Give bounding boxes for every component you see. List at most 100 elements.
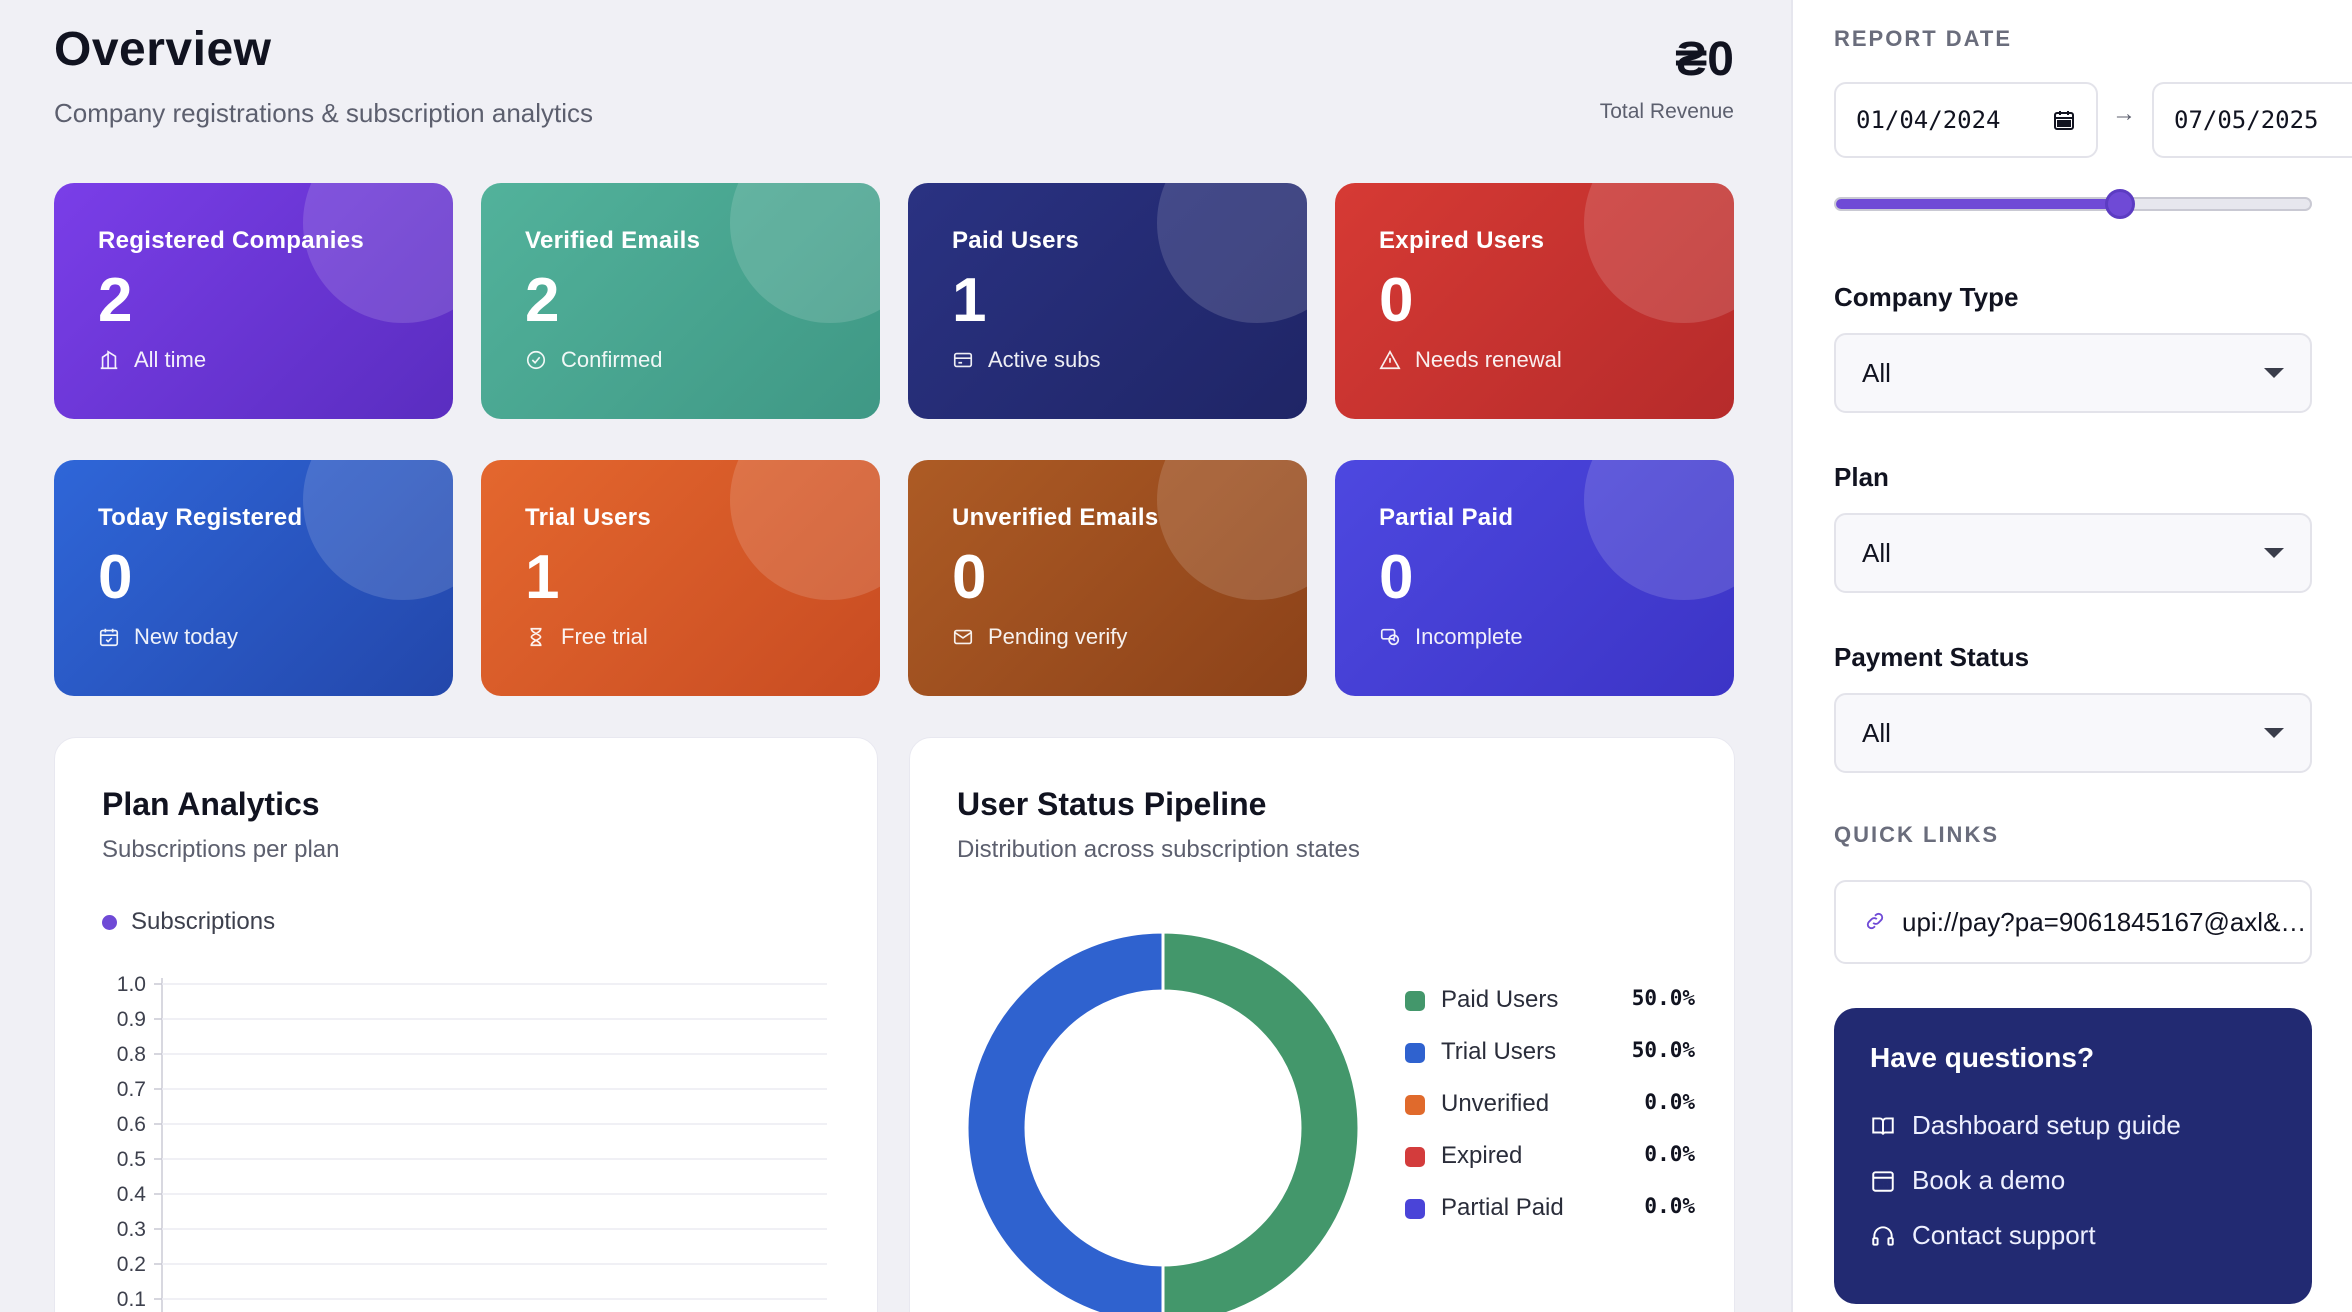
card-trial-users[interactable]: Trial Users 1 Free trial xyxy=(481,460,880,696)
legend-label: Trial Users xyxy=(1441,1038,1557,1065)
card-partial-paid[interactable]: Partial Paid 0 Incomplete xyxy=(1335,460,1734,696)
card-sub-text: Active subs xyxy=(988,347,1101,372)
y-tick-label: 0.7 xyxy=(117,1078,146,1101)
donut-slice-paid-users[interactable] xyxy=(1161,930,1361,1312)
legend-row-unverified: Unverified 0.0% xyxy=(1405,1086,1695,1138)
donut-slice-trial-users[interactable] xyxy=(965,930,1165,1312)
chevron-down-icon xyxy=(2264,548,2284,558)
plan-select[interactable]: All xyxy=(1834,513,2312,593)
card-sub: Incomplete xyxy=(1379,624,1523,650)
headset-icon xyxy=(1872,1225,1894,1246)
payment-status-select[interactable]: All xyxy=(1834,693,2312,773)
date-to-input[interactable]: 07/05/2025 xyxy=(2152,82,2352,158)
hourglass-icon xyxy=(530,627,542,647)
card-expired-users[interactable]: Expired Users 0 Needs renewal xyxy=(1335,183,1734,419)
user-status-pipeline-panel: User Status Pipeline Distribution across… xyxy=(909,737,1735,1312)
legend-label: Unverified xyxy=(1441,1090,1550,1117)
payment-status-label: Payment Status xyxy=(1834,642,2030,672)
y-tick-label: 0.6 xyxy=(117,1113,146,1136)
clock-money-icon xyxy=(1380,628,1400,646)
quick-link-text: upi://pay?pa=9061845167@axl&pn=Company&c… xyxy=(1902,907,2310,937)
chart-legend: Subscriptions xyxy=(102,908,275,936)
card-today-registered[interactable]: Today Registered 0 New today xyxy=(54,460,453,696)
payment-status-value: All xyxy=(1862,718,1891,748)
card-decoration xyxy=(730,460,880,600)
date-range-slider[interactable] xyxy=(1834,189,2312,219)
card-registered-companies[interactable]: Registered Companies 2 All time xyxy=(54,183,453,419)
legend-row-trial-users: Trial Users 50.0% xyxy=(1405,1034,1695,1086)
calendar-check-icon xyxy=(99,628,119,647)
company-type-value: All xyxy=(1862,358,1891,388)
card-sub-text: Pending verify xyxy=(988,624,1128,649)
y-tick-label: 0.9 xyxy=(117,1008,146,1031)
legend-percent: 50.0% xyxy=(1631,1038,1695,1062)
card-label: Today Registered xyxy=(98,504,303,531)
plan-label: Plan xyxy=(1834,462,1889,492)
chevron-down-icon xyxy=(2264,728,2284,738)
card-value: 2 xyxy=(525,266,560,335)
legend-percent: 50.0% xyxy=(1631,986,1695,1010)
plan-bar-chart: 1.0 0.9 0.8 0.7 0.6 0.5 0.4 0.3 0.2 0.1 xyxy=(117,973,827,1312)
date-to-value: 07/05/2025 xyxy=(2174,106,2319,134)
legend-label: Expired xyxy=(1441,1142,1523,1169)
page-title: Overview xyxy=(54,23,272,76)
card-sub: All time xyxy=(98,347,206,373)
card-value: 0 xyxy=(952,543,987,612)
card-value: 0 xyxy=(1379,543,1414,612)
card-decoration xyxy=(303,460,453,600)
help-title: Have questions? xyxy=(1870,1042,2095,1073)
legend-percent: 0.0% xyxy=(1644,1090,1695,1114)
card-sub-text: New today xyxy=(134,624,238,649)
book-icon xyxy=(1872,1116,1894,1135)
help-link-label: Book a demo xyxy=(1912,1165,2066,1195)
card-value: 0 xyxy=(1379,266,1414,335)
y-tick-label: 0.8 xyxy=(117,1043,146,1066)
total-revenue-value: ₴0 xyxy=(1675,33,1734,86)
card-decoration xyxy=(1157,460,1307,600)
card-sub-text: Free trial xyxy=(561,624,648,649)
y-tick-label: 0.1 xyxy=(117,1288,146,1311)
panel-title: User Status Pipeline xyxy=(957,786,1267,822)
quick-link-upi[interactable]: upi://pay?pa=9061845167@axl&pn=Company&c… xyxy=(1834,880,2312,964)
legend-swatch xyxy=(1405,991,1425,1011)
slider-thumb[interactable] xyxy=(2105,189,2136,219)
filter-sidebar: REPORT DATE 01/04/2024 → 07/05/2025 Comp… xyxy=(1791,0,2352,1312)
legend-percent: 0.0% xyxy=(1644,1194,1695,1218)
building-icon xyxy=(100,350,118,370)
card-label: Partial Paid xyxy=(1379,504,1514,531)
help-link-book-demo[interactable]: Book a demo xyxy=(1870,1165,2065,1196)
slider-fill xyxy=(1836,199,2121,209)
pipeline-legend: Paid Users 50.0% Trial Users 50.0% Unverifie… xyxy=(1405,982,1695,1242)
credit-card-icon xyxy=(953,352,973,368)
card-sub-text: All time xyxy=(134,347,207,372)
pipeline-donut-chart xyxy=(965,930,1361,1312)
card-sub: Free trial xyxy=(525,624,648,650)
company-type-select[interactable]: All xyxy=(1834,333,2312,413)
help-link-setup-guide[interactable]: Dashboard setup guide xyxy=(1870,1110,2181,1141)
card-verified-emails[interactable]: Verified Emails 2 Confirmed xyxy=(481,183,880,419)
company-type-label: Company Type xyxy=(1834,282,2019,312)
card-sub-text: Incomplete xyxy=(1415,624,1523,649)
card-unverified-emails[interactable]: Unverified Emails 0 Pending verify xyxy=(908,460,1307,696)
card-paid-users[interactable]: Paid Users 1 Active subs xyxy=(908,183,1307,419)
main-content: Overview Company registrations & subscri… xyxy=(54,23,1735,1312)
calendar-icon[interactable] xyxy=(2052,108,2076,132)
date-from-input[interactable]: 01/04/2024 xyxy=(1834,82,2098,158)
date-range-arrow: → xyxy=(2112,100,2136,127)
legend-swatch xyxy=(1405,1147,1425,1167)
legend-percent: 0.0% xyxy=(1644,1142,1695,1166)
panel-subtitle: Subscriptions per plan xyxy=(102,836,340,863)
page-subtitle: Company registrations & subscription ana… xyxy=(54,98,594,128)
help-link-contact-support[interactable]: Contact support xyxy=(1870,1220,2096,1251)
panel-subtitle: Distribution across subscription states xyxy=(957,836,1360,863)
date-from-value: 01/04/2024 xyxy=(1856,106,2001,134)
plan-analytics-panel: Plan Analytics Subscriptions per plan Su… xyxy=(54,737,878,1312)
card-decoration xyxy=(1584,460,1734,600)
y-tick-label: 1.0 xyxy=(117,973,146,996)
card-label: Paid Users xyxy=(952,227,1080,254)
legend-swatch-subscriptions xyxy=(102,915,117,931)
card-decoration xyxy=(730,183,880,323)
y-tick-label: 0.2 xyxy=(117,1253,146,1276)
legend-row-paid-users: Paid Users 50.0% xyxy=(1405,982,1695,1034)
panel-title: Plan Analytics xyxy=(102,786,320,822)
